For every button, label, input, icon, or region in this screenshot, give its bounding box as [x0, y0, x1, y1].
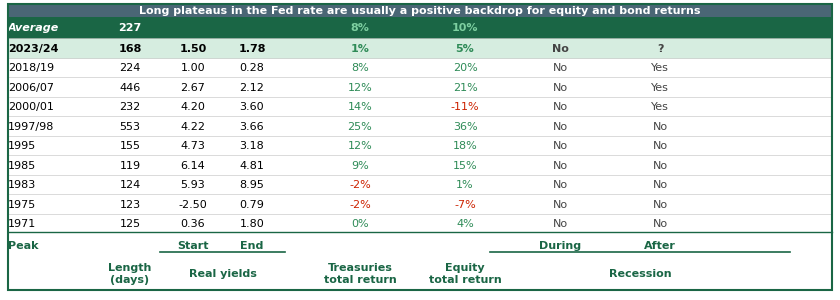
Text: 4%: 4%: [456, 219, 474, 229]
Text: 12%: 12%: [348, 83, 372, 93]
Text: 1971: 1971: [8, 219, 36, 229]
Text: End: End: [240, 241, 264, 251]
Text: 0.36: 0.36: [181, 219, 205, 229]
Text: -2%: -2%: [349, 180, 371, 190]
Text: 1.50: 1.50: [180, 44, 207, 54]
Text: No: No: [653, 200, 668, 210]
Text: 227: 227: [118, 23, 142, 33]
Text: 1975: 1975: [8, 200, 36, 210]
Text: No: No: [553, 83, 568, 93]
Text: 2023/24: 2023/24: [8, 44, 59, 54]
Text: No: No: [553, 63, 568, 73]
Text: 224: 224: [119, 63, 140, 73]
Bar: [8, 39, 832, 58]
Text: 4.20: 4.20: [181, 102, 206, 112]
Text: 1983: 1983: [8, 180, 36, 190]
Text: During: During: [539, 241, 581, 251]
Text: 9%: 9%: [351, 161, 369, 171]
Text: No: No: [553, 141, 568, 151]
Text: 0.79: 0.79: [239, 200, 265, 210]
Text: No: No: [553, 219, 568, 229]
Bar: [8, 17, 832, 39]
Text: No: No: [552, 44, 569, 54]
Text: Peak: Peak: [8, 241, 39, 251]
Text: 2.12: 2.12: [239, 83, 265, 93]
Text: 36%: 36%: [453, 122, 477, 132]
Text: 12%: 12%: [348, 141, 372, 151]
Text: -2%: -2%: [349, 200, 371, 210]
Text: No: No: [553, 161, 568, 171]
Text: 25%: 25%: [348, 122, 372, 132]
Text: Yes: Yes: [651, 83, 669, 93]
Text: 5.93: 5.93: [181, 180, 205, 190]
Text: 123: 123: [119, 200, 140, 210]
Text: 1.80: 1.80: [239, 219, 265, 229]
Text: 4.81: 4.81: [239, 161, 265, 171]
Text: 446: 446: [119, 83, 140, 93]
Text: 8.95: 8.95: [239, 180, 265, 190]
Text: 21%: 21%: [453, 83, 477, 93]
Text: No: No: [553, 200, 568, 210]
Text: 3.66: 3.66: [239, 122, 265, 132]
Text: 168: 168: [118, 44, 142, 54]
Text: Start: Start: [177, 241, 209, 251]
Text: No: No: [553, 180, 568, 190]
Text: No: No: [653, 141, 668, 151]
Text: -2.50: -2.50: [179, 200, 207, 210]
Text: 14%: 14%: [348, 102, 372, 112]
Text: 1.78: 1.78: [239, 44, 265, 54]
Text: 6.14: 6.14: [181, 161, 205, 171]
Text: 125: 125: [119, 219, 140, 229]
Text: 8%: 8%: [351, 63, 369, 73]
Text: 15%: 15%: [453, 161, 477, 171]
Text: 1985: 1985: [8, 161, 36, 171]
Text: No: No: [553, 122, 568, 132]
Text: No: No: [653, 219, 668, 229]
Text: 2018/19: 2018/19: [8, 63, 54, 73]
Text: 553: 553: [119, 122, 140, 132]
Text: 124: 124: [119, 180, 140, 190]
Text: 1%: 1%: [350, 44, 370, 54]
Text: Real yields: Real yields: [188, 269, 256, 279]
Text: Treasuries
total return: Treasuries total return: [323, 263, 396, 285]
Text: 1995: 1995: [8, 141, 36, 151]
Text: No: No: [653, 161, 668, 171]
Text: 0%: 0%: [351, 219, 369, 229]
Text: 1997/98: 1997/98: [8, 122, 55, 132]
Text: Equity
total return: Equity total return: [428, 263, 501, 285]
Text: Average: Average: [8, 23, 60, 33]
Text: Yes: Yes: [651, 102, 669, 112]
Text: No: No: [553, 102, 568, 112]
Text: 4.73: 4.73: [181, 141, 206, 151]
Text: ?: ?: [657, 44, 664, 54]
Text: 20%: 20%: [453, 63, 477, 73]
Text: Long plateaus in the Fed rate are usually a positive backdrop for equity and bon: Long plateaus in the Fed rate are usuall…: [139, 5, 701, 16]
Text: Length
(days): Length (days): [108, 263, 152, 285]
Text: After: After: [644, 241, 676, 251]
Text: 10%: 10%: [452, 23, 478, 33]
Text: 3.18: 3.18: [239, 141, 265, 151]
Text: 155: 155: [119, 141, 140, 151]
Text: 1%: 1%: [456, 180, 474, 190]
Text: 4.22: 4.22: [181, 122, 206, 132]
Text: 5%: 5%: [455, 44, 475, 54]
Text: 119: 119: [119, 161, 140, 171]
Text: Yes: Yes: [651, 63, 669, 73]
Text: 8%: 8%: [350, 23, 370, 33]
Text: 2000/01: 2000/01: [8, 102, 54, 112]
Text: 18%: 18%: [453, 141, 477, 151]
Text: 1.00: 1.00: [181, 63, 205, 73]
Text: 3.60: 3.60: [239, 102, 265, 112]
Text: 2006/07: 2006/07: [8, 83, 54, 93]
Bar: [8, 4, 832, 17]
Text: 0.28: 0.28: [239, 63, 265, 73]
Text: 2.67: 2.67: [181, 83, 206, 93]
Text: 232: 232: [119, 102, 140, 112]
Text: No: No: [653, 122, 668, 132]
Text: -7%: -7%: [454, 200, 476, 210]
Text: No: No: [653, 180, 668, 190]
Text: -11%: -11%: [451, 102, 480, 112]
Text: Recession: Recession: [609, 269, 671, 279]
